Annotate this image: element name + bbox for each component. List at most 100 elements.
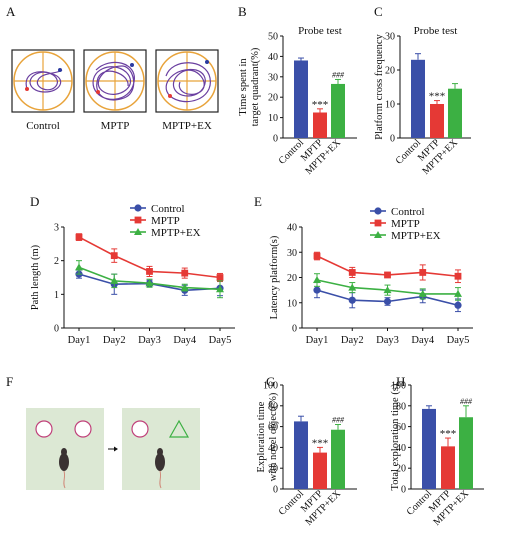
y-tick-label: 10: [287, 298, 297, 309]
bar-control: [422, 408, 436, 489]
chart-B-probe-time: 0 10 20 30 40 50 Time spent intarget quadrant(…: [238, 4, 357, 177]
legend-label: MPTP+EX: [151, 227, 201, 239]
y-tick-label: 60: [396, 422, 406, 433]
y-tick-label: 20: [385, 66, 395, 77]
y-tick-label: 80: [268, 401, 278, 412]
maze-label-control: Control: [26, 120, 60, 132]
data-point: [110, 252, 118, 260]
data-point: [180, 283, 189, 291]
legend-label: MPTP: [151, 215, 180, 227]
maze-label-mptp-ex: MPTP+EX: [162, 120, 212, 132]
x-tick-label: Day2: [103, 335, 126, 346]
y-axis-label-line: Path length (m): [30, 244, 41, 310]
data-point: [454, 272, 462, 280]
panel-letter: D: [30, 194, 39, 209]
y-tick-label: 50: [268, 32, 278, 43]
object-circle-icon: [74, 420, 92, 438]
chart-title: Probe test: [298, 25, 342, 37]
significance-label: ***: [312, 437, 329, 449]
data-point: [383, 286, 392, 294]
y-tick-label: 0: [273, 134, 278, 145]
data-point: [384, 271, 391, 279]
y-tick-label: 40: [396, 443, 406, 454]
legend-label: Control: [391, 206, 425, 218]
data-point: [383, 297, 392, 306]
data-point: [348, 283, 357, 291]
significance-label: ***: [312, 99, 329, 111]
y-tick-label: 80: [396, 401, 406, 412]
object-circle-icon: [131, 420, 149, 438]
mouse-icon: [59, 448, 69, 489]
data-point: [348, 269, 356, 276]
legend-marker: [374, 207, 382, 215]
data-point: [313, 276, 321, 284]
panel-letter: C: [374, 4, 383, 19]
y-axis-label: Platform cross frequency: [374, 33, 385, 139]
y-tick-label: 10: [385, 100, 395, 111]
x-tick-label: Day3: [376, 335, 399, 346]
x-tick-label: Day4: [173, 335, 196, 346]
y-tick-label: 20: [268, 93, 278, 104]
significance-label: ***: [440, 428, 457, 440]
y-tick-label: 40: [268, 52, 278, 63]
maze-mptp: [83, 49, 147, 113]
maze-label-mptp: MPTP: [101, 120, 130, 132]
y-tick-label: 40: [287, 223, 297, 234]
data-point: [216, 285, 224, 293]
bar-mptp: [430, 104, 444, 138]
novel-object-triangle-icon: [168, 419, 190, 438]
data-point: [454, 289, 462, 297]
y-tick-label: 10: [268, 113, 278, 124]
y-axis-label-line: Platform cross frequency: [374, 33, 385, 139]
y-tick-label: 60: [268, 422, 278, 433]
y-tick-label: 0: [273, 485, 278, 496]
y-tick-label: 0: [292, 324, 297, 335]
bar-control: [294, 421, 308, 489]
y-tick-label: 20: [268, 464, 278, 475]
legend-marker: [134, 216, 142, 224]
legend-label: Control: [151, 203, 185, 215]
data-point: [419, 269, 427, 276]
y-axis-label: Total exploration time (s): [390, 383, 401, 490]
data-point: [454, 301, 462, 309]
panel-letter: G: [266, 374, 275, 389]
significance-label: ###: [460, 397, 473, 406]
y-tick-label: 30: [268, 72, 278, 83]
y-tick-label: 1: [54, 290, 59, 301]
y-axis-label-line: with novel object(%): [268, 392, 279, 481]
novel-object-schematic: [26, 408, 200, 490]
object-circle-icon: [35, 420, 53, 438]
bar-mptp: [441, 446, 455, 489]
significance-label: ###: [332, 70, 345, 79]
data-point: [181, 269, 189, 277]
chart-title: Probe test: [414, 25, 458, 37]
mouse-icon: [155, 448, 165, 489]
bar-mptp-ex: [448, 88, 462, 138]
legend-marker: [134, 228, 142, 235]
panel-letter-A: A: [6, 4, 16, 19]
legend-label: MPTP: [391, 218, 420, 230]
data-point: [146, 268, 153, 275]
bar-control: [294, 60, 308, 139]
bar-mptp: [313, 452, 327, 489]
panel-letter: B: [238, 4, 247, 19]
x-tick-label: Day1: [306, 335, 329, 346]
y-axis-label-line: Latency platform(s): [269, 235, 280, 319]
x-tick-label: Day4: [411, 335, 434, 346]
significance-label: ***: [429, 91, 446, 103]
y-axis-label-line: Time spent in: [238, 58, 249, 116]
x-tick-label: Day5: [209, 335, 232, 346]
legend-marker: [374, 231, 382, 238]
y-tick-label: 40: [268, 443, 278, 454]
data-point: [313, 252, 321, 260]
y-tick-label: 0: [390, 134, 395, 145]
data-point: [75, 233, 83, 241]
legend-label: MPTP+EX: [391, 230, 441, 242]
chart-E-latency: 0 10 20 30 40 Latency platform(s) E Day1 Day2 Day…: [254, 194, 473, 346]
maze-control: [11, 49, 75, 113]
bar-mptp: [313, 112, 327, 138]
maze-mptp-ex: [155, 49, 219, 113]
